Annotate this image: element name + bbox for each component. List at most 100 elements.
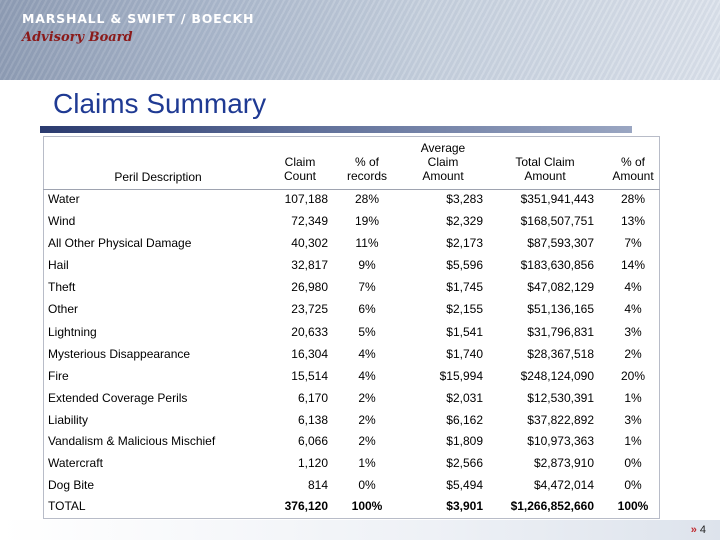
- page-number-value: 4: [699, 524, 706, 536]
- avg-amount: $3,901: [446, 499, 483, 513]
- pct-amount: 3%: [624, 413, 642, 427]
- pct-records: 100%: [351, 499, 383, 513]
- claim-count: 6,170: [297, 391, 328, 405]
- row-label: Extended Coverage Perils: [48, 391, 188, 405]
- row-label: Watercraft: [48, 456, 103, 470]
- row-label: Hail: [48, 258, 69, 272]
- claim-count: 6,138: [297, 413, 328, 427]
- table-row: Vandalism & Malicious Mischief 6,066 2% $1,…: [0, 434, 720, 454]
- claim-count: 15,514: [291, 369, 328, 383]
- pct-records: 2%: [358, 413, 376, 427]
- row-label: Fire: [48, 369, 69, 383]
- pct-records: 1%: [358, 456, 376, 470]
- claim-count: 23,725: [291, 302, 328, 316]
- avg-amount: $5,596: [446, 258, 483, 272]
- pct-records: 4%: [358, 347, 376, 361]
- pct-records: 0%: [358, 478, 376, 492]
- table-row: Other 23,725 6% $2,155 $51,136,165 4%: [0, 302, 720, 322]
- pct-records: 7%: [358, 280, 376, 294]
- table-row: Theft 26,980 7% $1,745 $47,082,129 4%: [0, 280, 720, 300]
- table-row: Watercraft 1,120 1% $2,566 $2,873,910 0%: [0, 456, 720, 476]
- claim-count: 32,817: [291, 258, 328, 272]
- header-pct-amount: % of Amount: [612, 155, 654, 183]
- claim-count: 72,349: [291, 214, 328, 228]
- footer-bar: [0, 520, 720, 540]
- table-row: Fire 15,514 4% $15,994 $248,124,090 20%: [0, 369, 720, 389]
- pct-amount: 1%: [624, 391, 642, 405]
- pct-records: 5%: [358, 325, 376, 339]
- claim-count: 1,120: [297, 456, 328, 470]
- claim-count: 20,633: [291, 325, 328, 339]
- total-amount: $168,507,751: [520, 214, 594, 228]
- avg-amount: $2,173: [446, 236, 483, 250]
- row-label: Dog Bite: [48, 478, 95, 492]
- row-label: Wind: [48, 214, 76, 228]
- pct-amount: 14%: [620, 258, 646, 272]
- total-amount: $1,266,852,660: [510, 499, 594, 513]
- claim-count: 6,066: [297, 434, 328, 448]
- pct-amount: 2%: [624, 347, 642, 361]
- header-divider: [43, 189, 660, 190]
- total-amount: $248,124,090: [520, 369, 594, 383]
- pct-amount: 28%: [620, 192, 646, 206]
- pct-records: 9%: [358, 258, 376, 272]
- pct-amount: 100%: [617, 499, 649, 513]
- total-amount: $47,082,129: [527, 280, 594, 294]
- row-label: All Other Physical Damage: [48, 236, 192, 250]
- claim-count: 40,302: [291, 236, 328, 250]
- title-underline: [40, 126, 632, 133]
- total-amount: $87,593,307: [527, 236, 594, 250]
- pct-amount: 7%: [624, 236, 642, 250]
- total-amount: $4,472,014: [533, 478, 594, 492]
- table-row: Wind 72,349 19% $2,329 $168,507,751 13%: [0, 214, 720, 234]
- avg-amount: $1,745: [446, 280, 483, 294]
- avg-amount: $2,031: [446, 391, 483, 405]
- pct-amount: 0%: [624, 478, 642, 492]
- header-banner: MARSHALL & SWIFT / BOECKH Advisory Board: [0, 0, 720, 80]
- avg-amount: $3,283: [446, 192, 483, 206]
- header-pct-records: % of records: [346, 155, 387, 183]
- pct-records: 2%: [358, 434, 376, 448]
- table-row: Mysterious Disappearance 16,304 4% $1,740 $2…: [0, 347, 720, 367]
- pct-records: 6%: [358, 302, 376, 316]
- table-row: Lightning 20,633 5% $1,541 $31,796,831 3%: [0, 325, 720, 345]
- header-total-amount: Total Claim Amount: [515, 155, 575, 183]
- page-title: Claims Summary: [53, 88, 267, 119]
- total-amount: $183,630,856: [520, 258, 594, 272]
- pct-records: 19%: [354, 214, 380, 228]
- pct-amount: 13%: [620, 214, 646, 228]
- claim-count: 26,980: [291, 280, 328, 294]
- row-label: Lightning: [48, 325, 97, 339]
- table-row: Extended Coverage Perils 6,170 2% $2,031 $12…: [0, 391, 720, 411]
- claim-count: 16,304: [291, 347, 328, 361]
- row-label: TOTAL: [48, 499, 86, 513]
- claims-table: [43, 136, 660, 519]
- company-name: MARSHALL & SWIFT / BOECKH: [22, 11, 255, 26]
- avg-amount: $5,494: [446, 478, 483, 492]
- claim-count: 107,188: [284, 192, 328, 206]
- total-amount: $28,367,518: [527, 347, 594, 361]
- avg-amount: $1,809: [446, 434, 483, 448]
- pct-records: 28%: [354, 192, 380, 206]
- header-claim-count: Claim Count: [283, 155, 317, 183]
- row-label: Water: [48, 192, 80, 206]
- total-amount: $10,973,363: [527, 434, 594, 448]
- advisory-board-logo: Advisory Board: [22, 30, 133, 45]
- pct-amount: 4%: [624, 302, 642, 316]
- table-row: Hail 32,817 9% $5,596 $183,630,856 14%: [0, 258, 720, 278]
- row-label: Other: [48, 302, 79, 316]
- total-amount: $12,530,391: [527, 391, 594, 405]
- table-row: Dog Bite 814 0% $5,494 $4,472,014 0%: [0, 478, 720, 498]
- row-label: Vandalism & Malicious Mischief: [48, 434, 216, 448]
- avg-amount: $2,566: [446, 456, 483, 470]
- row-label: Liability: [48, 413, 89, 427]
- claim-count: 376,120: [284, 499, 328, 513]
- total-amount: $51,136,165: [527, 302, 594, 316]
- total-row: TOTAL 376,120 100% $3,901 $1,266,852,660 100%: [0, 499, 720, 519]
- pct-records: 11%: [355, 236, 379, 250]
- avg-amount: $2,329: [446, 214, 483, 228]
- avg-amount: $1,740: [446, 347, 483, 361]
- row-label: Mysterious Disappearance: [48, 347, 191, 361]
- total-amount: $31,796,831: [527, 325, 594, 339]
- claim-count: 814: [307, 478, 328, 492]
